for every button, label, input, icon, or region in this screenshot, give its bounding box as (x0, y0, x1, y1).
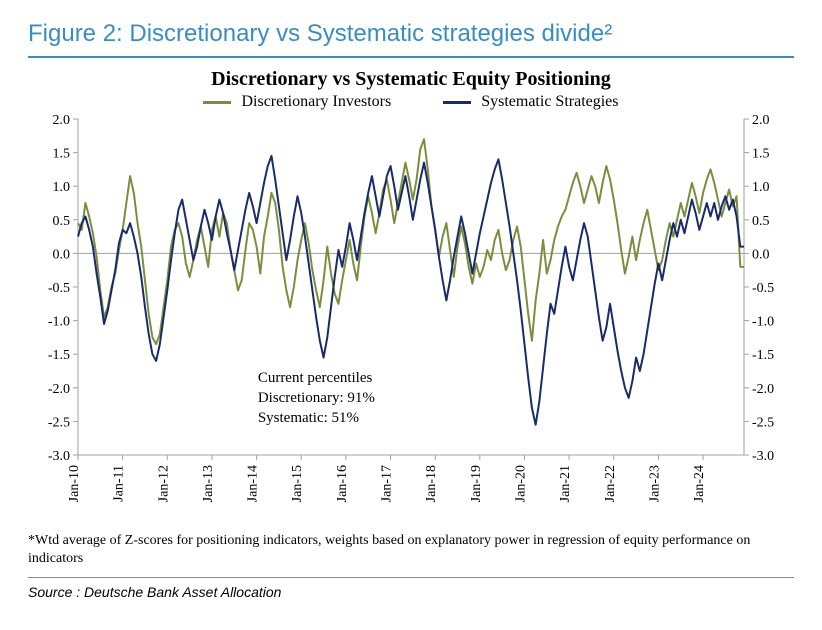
svg-text:0.0: 0.0 (752, 247, 770, 262)
svg-text:-2.5: -2.5 (48, 415, 70, 430)
source-label: Source : Deutsche Bank Asset Allocation (28, 584, 794, 600)
svg-text:-2.0: -2.0 (48, 382, 70, 397)
percentile-annotation: Current percentilesDiscretionary: 91%Sys… (258, 368, 375, 429)
legend-label-systematic: Systematic Strategies (481, 93, 618, 110)
svg-text:-2.5: -2.5 (752, 415, 774, 430)
plot-area: 2.0 2.0 1.5 1.5 1.0 1.0 0.5 0.5 0.0 0.0 -0.5 -0.5 -1… (28, 115, 794, 515)
footnote: *Wtd average of Z-scores for positioning… (28, 532, 794, 567)
svg-text:Jan-15: Jan-15 (290, 465, 305, 502)
svg-text:Jan-11: Jan-11 (112, 465, 127, 502)
svg-text:1.0: 1.0 (752, 180, 770, 195)
legend-label-discretionary: Discretionary Investors (241, 93, 391, 110)
chart-container: Discretionary vs Systematic Equity Posit… (28, 68, 794, 528)
legend-swatch-discretionary (203, 101, 231, 104)
svg-text:Jan-16: Jan-16 (335, 465, 350, 502)
svg-text:Jan-17: Jan-17 (380, 465, 395, 502)
svg-text:-3.0: -3.0 (752, 449, 774, 464)
svg-text:1.5: 1.5 (752, 147, 770, 162)
figure-title: Figure 2: Discretionary vs Systematic st… (28, 20, 794, 48)
svg-text:Jan-12: Jan-12 (156, 465, 171, 502)
svg-text:-1.5: -1.5 (752, 348, 774, 363)
svg-text:Jan-22: Jan-22 (603, 465, 618, 502)
svg-text:1.5: 1.5 (53, 147, 71, 162)
svg-text:Jan-23: Jan-23 (647, 465, 662, 502)
bottom-rule (28, 577, 794, 578)
svg-text:-0.5: -0.5 (48, 281, 70, 296)
chart-title: Discretionary vs Systematic Equity Posit… (28, 68, 794, 91)
svg-text:Jan-19: Jan-19 (469, 465, 484, 502)
svg-text:Jan-24: Jan-24 (692, 465, 707, 502)
legend-swatch-systematic (443, 101, 471, 104)
svg-text:-1.0: -1.0 (48, 315, 70, 330)
svg-text:Jan-21: Jan-21 (558, 465, 573, 502)
svg-text:1.0: 1.0 (53, 180, 71, 195)
svg-text:-3.0: -3.0 (48, 449, 70, 464)
legend: Discretionary Investors Systematic Strat… (28, 93, 794, 111)
svg-text:-1.5: -1.5 (48, 348, 70, 363)
svg-text:-1.0: -1.0 (752, 315, 774, 330)
svg-text:0.5: 0.5 (752, 214, 770, 229)
svg-text:Jan-20: Jan-20 (513, 465, 528, 502)
svg-text:Jan-14: Jan-14 (246, 465, 261, 502)
svg-text:-0.5: -0.5 (752, 281, 774, 296)
title-rule (28, 56, 794, 58)
svg-text:Jan-18: Jan-18 (424, 465, 439, 502)
plot-svg: 2.0 2.0 1.5 1.5 1.0 1.0 0.5 0.5 0.0 0.0 -0.5 -0.5 -1… (28, 115, 794, 515)
svg-text:Jan-13: Jan-13 (201, 465, 216, 502)
svg-text:0.5: 0.5 (53, 214, 71, 229)
svg-text:2.0: 2.0 (752, 115, 770, 128)
svg-text:2.0: 2.0 (53, 115, 71, 128)
svg-text:-2.0: -2.0 (752, 382, 774, 397)
svg-text:0.0: 0.0 (53, 247, 71, 262)
svg-text:Jan-10: Jan-10 (67, 465, 82, 502)
